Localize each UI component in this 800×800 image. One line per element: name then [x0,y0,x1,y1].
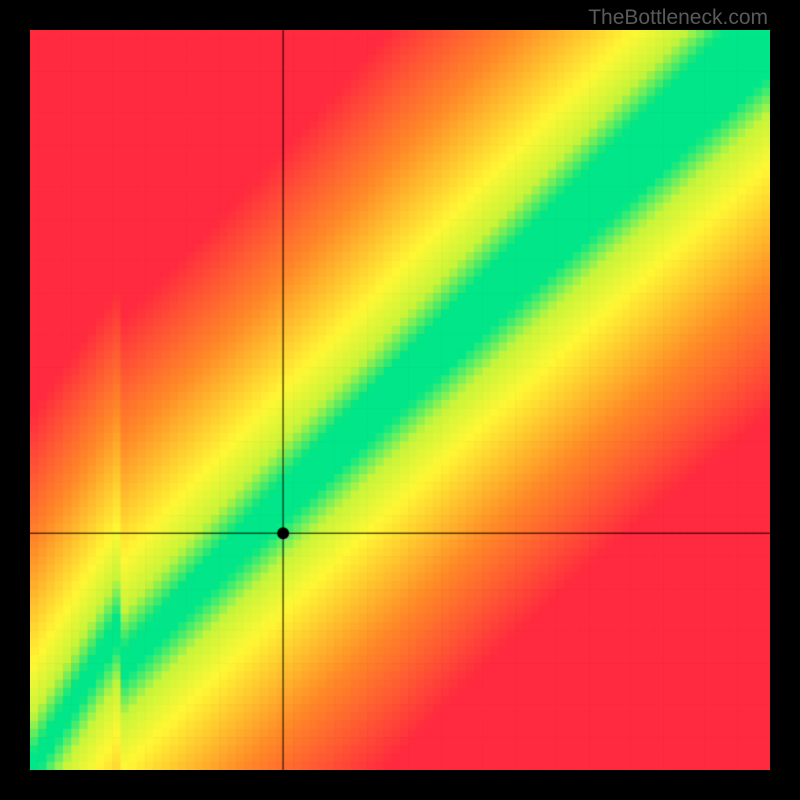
watermark-text: TheBottleneck.com [588,6,768,30]
chart-container: TheBottleneck.com [0,0,800,800]
bottleneck-heatmap [30,30,770,770]
